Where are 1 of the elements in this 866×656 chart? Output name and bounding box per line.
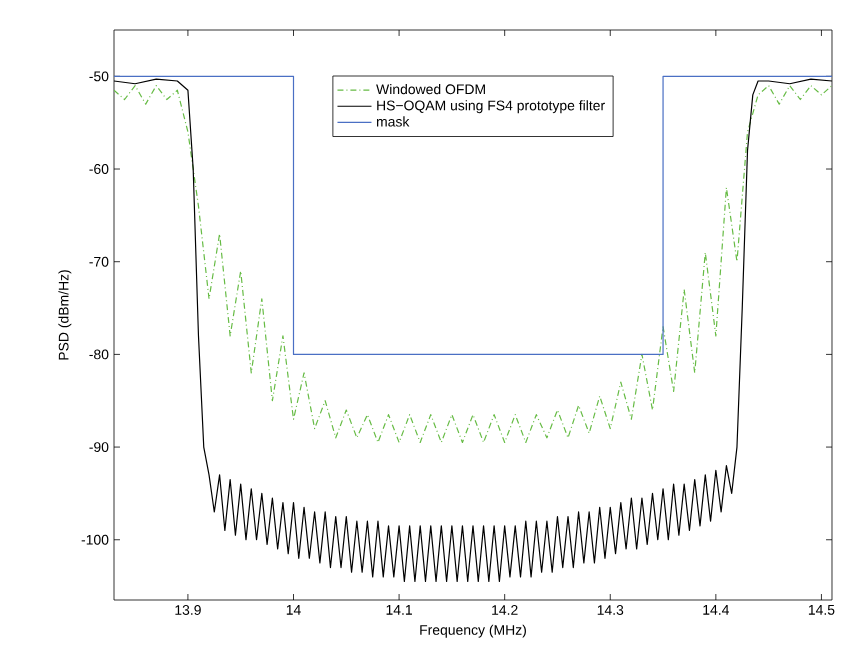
line-series [114, 85, 832, 444]
